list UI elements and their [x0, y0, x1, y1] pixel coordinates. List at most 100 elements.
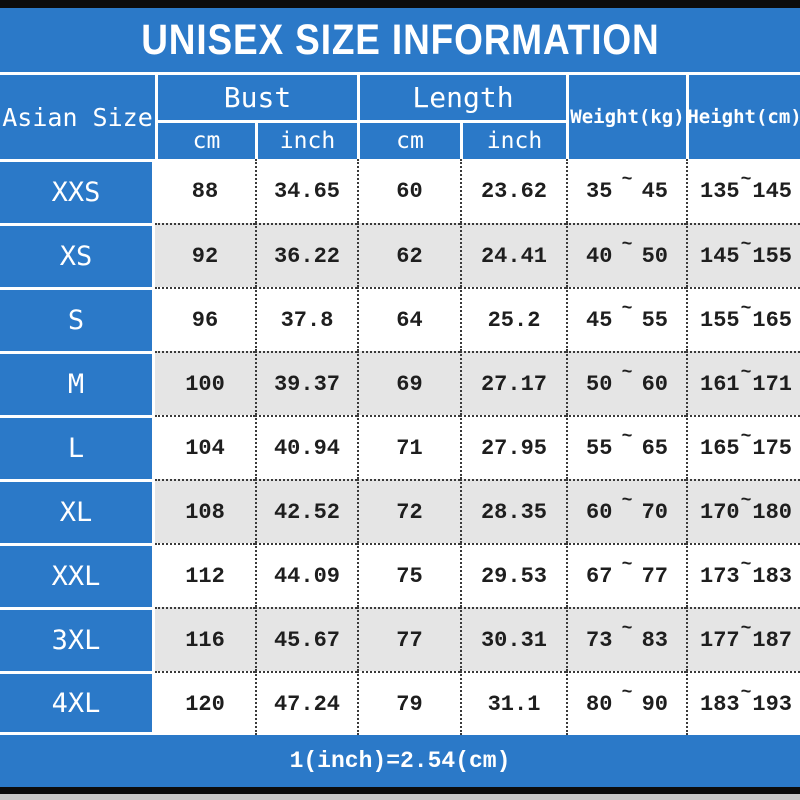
table-row: S 96 37.8 64 25.2 45 ~ 55 155 ~ 165: [0, 287, 800, 351]
weight-max: 55: [641, 307, 668, 333]
size-label: L: [0, 415, 155, 479]
bust-cm-value: 100: [155, 351, 255, 415]
height-max: 175: [752, 435, 792, 461]
height-min: 177: [700, 627, 740, 653]
height-max: 187: [752, 627, 792, 653]
tilde-symbol: ~: [740, 363, 752, 383]
weight-max: 60: [641, 371, 668, 397]
bust-inch-value: 45.67: [255, 607, 357, 671]
weight-range: 67 ~ 77: [566, 543, 686, 607]
height-min: 161: [700, 371, 740, 397]
weight-max: 70: [641, 499, 668, 525]
bust-cm-value: 116: [155, 607, 255, 671]
size-label: 3XL: [0, 607, 155, 671]
height-range: 165 ~ 175: [686, 415, 800, 479]
bust-cm-value: 108: [155, 479, 255, 543]
tilde-symbol: ~: [740, 427, 752, 447]
tilde-symbol: ~: [621, 491, 633, 511]
weight-min: 67: [586, 563, 613, 589]
height-range: 145 ~ 155: [686, 223, 800, 287]
height-range: 135 ~ 145: [686, 159, 800, 223]
tilde-symbol: ~: [621, 555, 633, 575]
bust-cm-value: 96: [155, 287, 255, 351]
bust-inch-value: 39.37: [255, 351, 357, 415]
length-inch-value: 23.62: [460, 159, 566, 223]
tilde-symbol: ~: [740, 170, 752, 190]
weight-max: 77: [641, 563, 668, 589]
weight-min: 55: [586, 435, 613, 461]
header-height: Height(cm): [686, 75, 800, 159]
length-cm-value: 79: [357, 671, 460, 735]
size-label: S: [0, 287, 155, 351]
bust-cm-value: 92: [155, 223, 255, 287]
bust-inch-value: 34.65: [255, 159, 357, 223]
weight-min: 73: [586, 627, 613, 653]
height-range: 177 ~ 187: [686, 607, 800, 671]
height-max: 193: [752, 691, 792, 717]
weight-min: 45: [586, 307, 613, 333]
tilde-symbol: ~: [621, 170, 633, 190]
height-range: 173 ~ 183: [686, 543, 800, 607]
length-inch-value: 24.41: [460, 223, 566, 287]
length-inch-value: 28.35: [460, 479, 566, 543]
bust-inch-value: 44.09: [255, 543, 357, 607]
tilde-symbol: ~: [740, 491, 752, 511]
length-inch-value: 27.17: [460, 351, 566, 415]
tilde-symbol: ~: [621, 363, 633, 383]
table-row: XXL 112 44.09 75 29.53 67 ~ 77 173 ~ 183: [0, 543, 800, 607]
bust-cm-value: 120: [155, 671, 255, 735]
length-cm-value: 62: [357, 223, 460, 287]
top-border-bar: [0, 0, 800, 8]
weight-range: 50 ~ 60: [566, 351, 686, 415]
header-length-cm: cm: [357, 123, 460, 159]
length-cm-value: 60: [357, 159, 460, 223]
size-label: M: [0, 351, 155, 415]
weight-range: 80 ~ 90: [566, 671, 686, 735]
tilde-symbol: ~: [740, 555, 752, 575]
bust-inch-value: 40.94: [255, 415, 357, 479]
bottom-border-bar: [0, 787, 800, 794]
length-inch-value: 30.31: [460, 607, 566, 671]
weight-range: 40 ~ 50: [566, 223, 686, 287]
weight-range: 73 ~ 83: [566, 607, 686, 671]
size-label: XXS: [0, 159, 155, 223]
length-cm-value: 75: [357, 543, 460, 607]
title-band: UNISEX SIZE INFORMATION: [0, 8, 800, 75]
height-max: 165: [752, 307, 792, 333]
header-length: Length: [357, 75, 566, 123]
length-inch-value: 25.2: [460, 287, 566, 351]
height-range: 170 ~ 180: [686, 479, 800, 543]
tilde-symbol: ~: [740, 619, 752, 639]
bust-inch-value: 47.24: [255, 671, 357, 735]
table-row: 4XL 120 47.24 79 31.1 80 ~ 90 183 ~ 193: [0, 671, 800, 735]
length-cm-value: 64: [357, 287, 460, 351]
height-min: 135: [700, 178, 740, 204]
height-range: 155 ~ 165: [686, 287, 800, 351]
height-min: 145: [700, 243, 740, 269]
conversion-note-band: 1(inch)=2.54(cm): [0, 735, 800, 787]
height-min: 165: [700, 435, 740, 461]
tilde-symbol: ~: [740, 235, 752, 255]
page-title: UNISEX SIZE INFORMATION: [140, 15, 660, 64]
header-bust-cm: cm: [155, 123, 255, 159]
bust-inch-value: 42.52: [255, 479, 357, 543]
size-label: XXL: [0, 543, 155, 607]
length-cm-value: 71: [357, 415, 460, 479]
weight-min: 35: [586, 178, 613, 204]
table-row: XXS 88 34.65 60 23.62 35 ~ 45 135 ~ 145: [0, 159, 800, 223]
tilde-symbol: ~: [740, 299, 752, 319]
tilde-symbol: ~: [621, 619, 633, 639]
weight-range: 35 ~ 45: [566, 159, 686, 223]
bust-cm-value: 112: [155, 543, 255, 607]
length-inch-value: 31.1: [460, 671, 566, 735]
size-label: 4XL: [0, 671, 155, 735]
height-min: 173: [700, 563, 740, 589]
bust-inch-value: 37.8: [255, 287, 357, 351]
height-range: 161 ~ 171: [686, 351, 800, 415]
weight-min: 50: [586, 371, 613, 397]
header-bust-inch: inch: [255, 123, 357, 159]
table-row: XS 92 36.22 62 24.41 40 ~ 50 145 ~ 155: [0, 223, 800, 287]
weight-max: 45: [641, 178, 668, 204]
table-row: XL 108 42.52 72 28.35 60 ~ 70 170 ~ 180: [0, 479, 800, 543]
weight-min: 40: [586, 243, 613, 269]
